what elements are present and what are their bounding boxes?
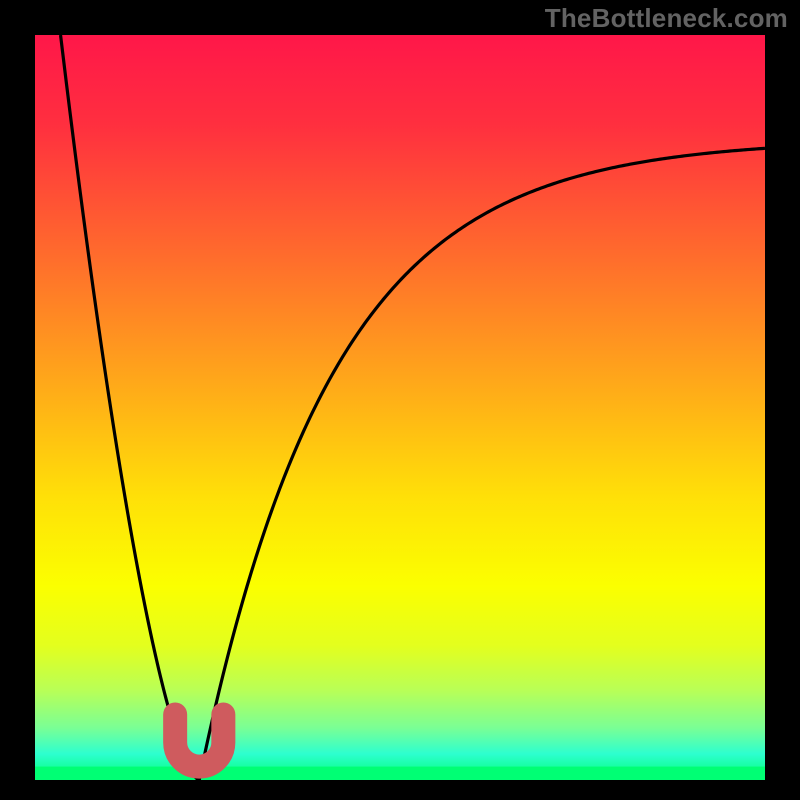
watermark-text: TheBottleneck.com	[545, 5, 788, 31]
chart-background	[35, 35, 765, 780]
bottleneck-chart	[35, 35, 765, 780]
chart-bottom-band	[35, 767, 765, 780]
figure-frame: TheBottleneck.com	[0, 0, 800, 800]
